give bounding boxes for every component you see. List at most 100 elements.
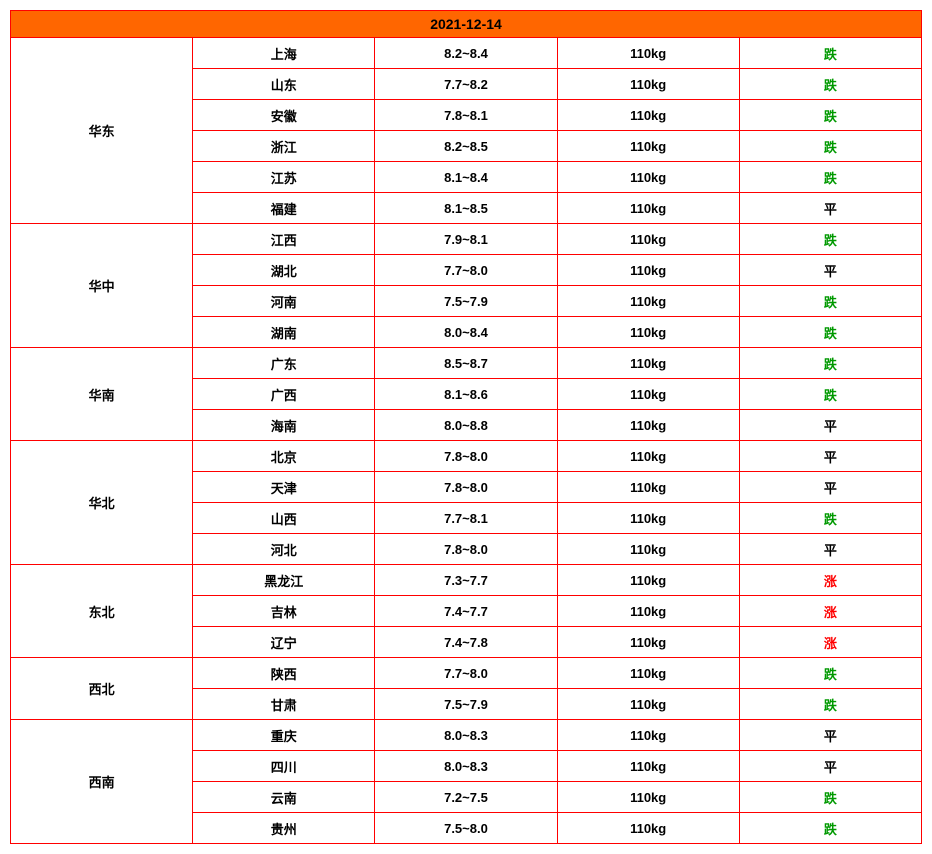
region-cell: 西南: [11, 720, 193, 844]
trend-cell: 跌: [739, 379, 921, 410]
province-cell: 山东: [193, 69, 375, 100]
price-cell: 7.5~8.0: [375, 813, 557, 844]
region-cell: 华东: [11, 38, 193, 224]
price-cell: 7.7~8.0: [375, 658, 557, 689]
trend-cell: 涨: [739, 565, 921, 596]
weight-cell: 110kg: [557, 348, 739, 379]
weight-cell: 110kg: [557, 69, 739, 100]
weight-cell: 110kg: [557, 193, 739, 224]
price-cell: 7.4~7.8: [375, 627, 557, 658]
weight-cell: 110kg: [557, 162, 739, 193]
weight-cell: 110kg: [557, 627, 739, 658]
province-cell: 江西: [193, 224, 375, 255]
trend-cell: 跌: [739, 100, 921, 131]
province-cell: 浙江: [193, 131, 375, 162]
price-cell: 7.8~8.0: [375, 472, 557, 503]
price-cell: 7.4~7.7: [375, 596, 557, 627]
province-cell: 安徽: [193, 100, 375, 131]
weight-cell: 110kg: [557, 410, 739, 441]
table-row: 华中江西7.9~8.1110kg跌: [11, 224, 922, 255]
table-row: 华南广东8.5~8.7110kg跌: [11, 348, 922, 379]
trend-cell: 跌: [739, 689, 921, 720]
weight-cell: 110kg: [557, 472, 739, 503]
province-cell: 海南: [193, 410, 375, 441]
weight-cell: 110kg: [557, 100, 739, 131]
province-cell: 吉林: [193, 596, 375, 627]
table-row: 华东上海8.2~8.4110kg跌: [11, 38, 922, 69]
province-cell: 辽宁: [193, 627, 375, 658]
trend-cell: 跌: [739, 224, 921, 255]
price-cell: 8.0~8.3: [375, 751, 557, 782]
province-cell: 甘肃: [193, 689, 375, 720]
region-cell: 西北: [11, 658, 193, 720]
weight-cell: 110kg: [557, 131, 739, 162]
province-cell: 广东: [193, 348, 375, 379]
trend-cell: 跌: [739, 813, 921, 844]
table-row: 东北黑龙江7.3~7.7110kg涨: [11, 565, 922, 596]
trend-cell: 平: [739, 534, 921, 565]
weight-cell: 110kg: [557, 534, 739, 565]
price-cell: 7.5~7.9: [375, 689, 557, 720]
region-cell: 华南: [11, 348, 193, 441]
province-cell: 天津: [193, 472, 375, 503]
weight-cell: 110kg: [557, 224, 739, 255]
weight-cell: 110kg: [557, 379, 739, 410]
region-cell: 华中: [11, 224, 193, 348]
region-cell: 华北: [11, 441, 193, 565]
trend-cell: 跌: [739, 38, 921, 69]
province-cell: 黑龙江: [193, 565, 375, 596]
trend-cell: 平: [739, 193, 921, 224]
price-cell: 8.1~8.6: [375, 379, 557, 410]
province-cell: 河南: [193, 286, 375, 317]
trend-cell: 平: [739, 472, 921, 503]
weight-cell: 110kg: [557, 596, 739, 627]
weight-cell: 110kg: [557, 689, 739, 720]
province-cell: 江苏: [193, 162, 375, 193]
trend-cell: 平: [739, 410, 921, 441]
province-cell: 贵州: [193, 813, 375, 844]
trend-cell: 平: [739, 441, 921, 472]
price-cell: 8.0~8.4: [375, 317, 557, 348]
table-row: 华北北京7.8~8.0110kg平: [11, 441, 922, 472]
price-cell: 8.1~8.5: [375, 193, 557, 224]
trend-cell: 跌: [739, 503, 921, 534]
province-cell: 广西: [193, 379, 375, 410]
table-row: 西北陕西7.7~8.0110kg跌: [11, 658, 922, 689]
province-cell: 云南: [193, 782, 375, 813]
weight-cell: 110kg: [557, 658, 739, 689]
province-cell: 山西: [193, 503, 375, 534]
trend-cell: 跌: [739, 286, 921, 317]
province-cell: 河北: [193, 534, 375, 565]
price-cell: 7.8~8.0: [375, 534, 557, 565]
price-cell: 7.7~8.0: [375, 255, 557, 286]
weight-cell: 110kg: [557, 813, 739, 844]
trend-cell: 平: [739, 751, 921, 782]
table-row: 西南重庆8.0~8.3110kg平: [11, 720, 922, 751]
weight-cell: 110kg: [557, 503, 739, 534]
price-cell: 7.8~8.0: [375, 441, 557, 472]
header-date: 2021-12-14: [11, 11, 922, 38]
trend-cell: 跌: [739, 69, 921, 100]
price-cell: 8.5~8.7: [375, 348, 557, 379]
weight-cell: 110kg: [557, 317, 739, 348]
weight-cell: 110kg: [557, 38, 739, 69]
province-cell: 上海: [193, 38, 375, 69]
province-cell: 重庆: [193, 720, 375, 751]
header-row: 2021-12-14: [11, 11, 922, 38]
trend-cell: 跌: [739, 162, 921, 193]
weight-cell: 110kg: [557, 720, 739, 751]
weight-cell: 110kg: [557, 286, 739, 317]
province-cell: 福建: [193, 193, 375, 224]
weight-cell: 110kg: [557, 565, 739, 596]
trend-cell: 跌: [739, 782, 921, 813]
price-cell: 7.7~8.1: [375, 503, 557, 534]
price-cell: 7.5~7.9: [375, 286, 557, 317]
trend-cell: 跌: [739, 658, 921, 689]
price-table: 2021-12-14 华东上海8.2~8.4110kg跌山东7.7~8.2110…: [10, 10, 922, 844]
trend-cell: 跌: [739, 131, 921, 162]
price-cell: 8.2~8.4: [375, 38, 557, 69]
weight-cell: 110kg: [557, 255, 739, 286]
trend-cell: 平: [739, 720, 921, 751]
province-cell: 湖南: [193, 317, 375, 348]
province-cell: 湖北: [193, 255, 375, 286]
